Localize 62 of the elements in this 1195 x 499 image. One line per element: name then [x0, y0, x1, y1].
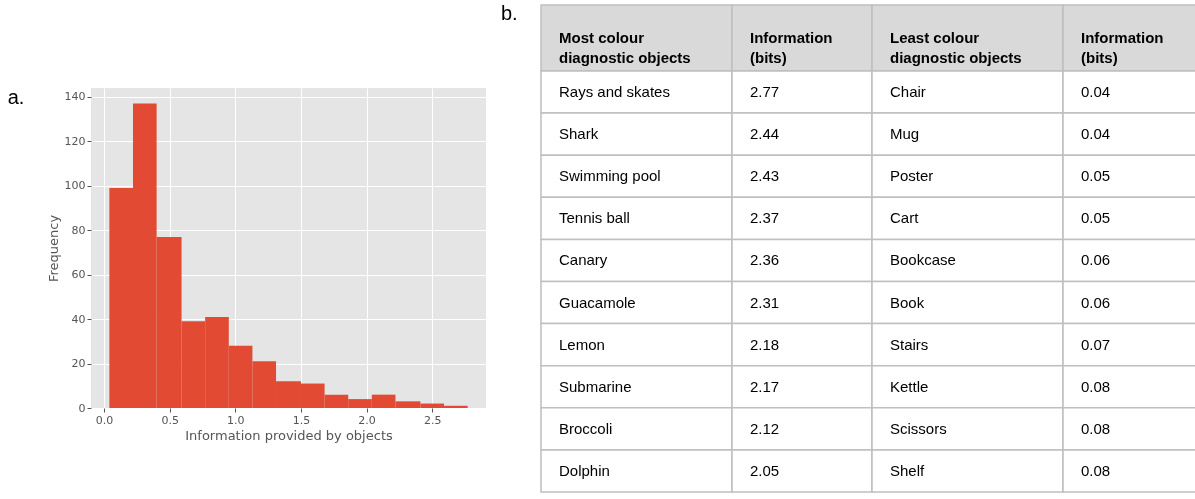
text: 2.31 [750, 293, 780, 311]
text: Canary [559, 251, 608, 269]
text: Shelf [890, 461, 926, 479]
text: 2.17 [750, 377, 780, 395]
y-tick-label: 20 [71, 357, 86, 371]
text: 0.04 [1081, 125, 1111, 143]
text: 0.04 [1081, 83, 1111, 101]
text: Kettle [890, 377, 929, 395]
x-axis-title: Information provided by objects [185, 427, 393, 443]
text: 0.08 [1081, 419, 1111, 437]
category-label: Information (bits) [1081, 29, 1164, 66]
text: Stairs [890, 335, 929, 353]
y-tick-label: 80 [71, 223, 86, 237]
text: 2.12 [750, 419, 780, 437]
category-label: Information (bits) [750, 29, 833, 66]
text: Tennis ball [559, 209, 630, 227]
y-tick-label: 40 [71, 312, 86, 326]
category-label: Least colour diagnostic objects [890, 29, 1022, 66]
text: Lemon [559, 335, 605, 353]
x-tick-label: 1.5 [292, 413, 311, 427]
text: Dolphin [559, 461, 610, 479]
text: Mug [890, 125, 920, 143]
text: 0.08 [1081, 377, 1111, 395]
y-tick-label: 0 [78, 401, 86, 415]
category-label: Most colour diagnostic objects [559, 29, 691, 66]
text: 2.44 [750, 125, 780, 143]
x-tick-label: 2.5 [423, 413, 442, 427]
text: 2.05 [750, 461, 780, 479]
text: 2.36 [750, 251, 780, 269]
y-tick-label: 140 [64, 90, 86, 104]
y-tick-label: 120 [64, 134, 86, 148]
text: 0.05 [1081, 167, 1111, 185]
text: 2.37 [750, 209, 780, 227]
text: Shark [559, 125, 599, 143]
text: Cart [890, 209, 920, 227]
text: 0.07 [1081, 335, 1111, 353]
text: 2.18 [750, 335, 780, 353]
text: Chair [890, 83, 926, 101]
y-tick-label: 60 [71, 268, 86, 282]
text: 2.77 [750, 83, 780, 101]
text: Submarine [559, 377, 632, 395]
text: Poster [890, 167, 934, 185]
text: Bookcase [890, 251, 956, 269]
text: 0.05 [1081, 209, 1111, 227]
x-tick-label: 2.0 [358, 413, 376, 427]
text: Scissors [890, 419, 947, 437]
x-tick-label: 1.0 [227, 413, 245, 427]
chart-title: a. [7, 86, 25, 108]
y-tick-label: 100 [64, 179, 86, 193]
y-axis-title: Frequency [45, 214, 61, 283]
text: Book [890, 293, 925, 311]
text: 0.06 [1081, 293, 1111, 311]
text: Broccoli [559, 419, 613, 437]
text: 0.08 [1081, 461, 1111, 479]
x-tick-label: 0.5 [161, 413, 179, 427]
text: Swimming pool [559, 167, 661, 185]
text: b. [500, 2, 518, 25]
x-tick-label: 0.0 [95, 413, 114, 427]
text: 2.43 [750, 167, 780, 185]
text: Rays and skates [559, 83, 670, 101]
text: Guacamole [559, 293, 636, 311]
text: 0.06 [1081, 251, 1111, 269]
